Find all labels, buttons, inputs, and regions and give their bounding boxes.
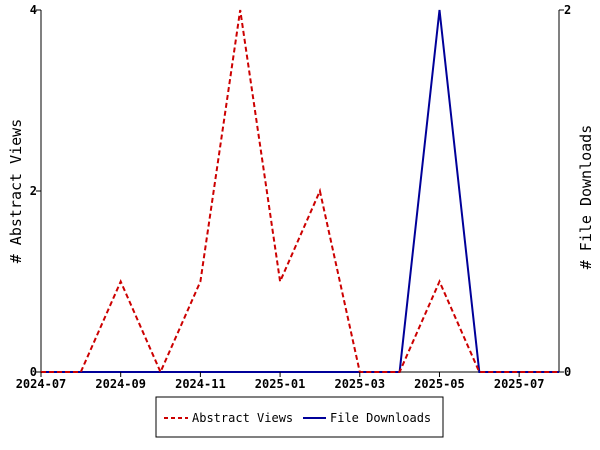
axes-group xyxy=(40,10,560,373)
x-tick-label: 2024-11 xyxy=(175,377,226,391)
y-tick-label: 2 xyxy=(30,184,37,198)
y2-axis-title: # File Downloads xyxy=(577,125,595,270)
series-line-abstract-views xyxy=(41,9,559,375)
y-tick-label: 4 xyxy=(30,3,37,17)
x-tick-label: 2025-07 xyxy=(494,377,545,391)
x-tick-label: 2025-03 xyxy=(334,377,385,391)
legend-label-abstract-views: Abstract Views xyxy=(192,411,293,425)
y-tick-label: 0 xyxy=(30,365,37,379)
x-tick-label: 2024-09 xyxy=(95,377,146,391)
legend-box xyxy=(155,396,444,438)
legend-label-file-downloads: File Downloads xyxy=(330,411,431,425)
y2-tick-label: 2 xyxy=(564,3,571,17)
x-tick-label: 2024-07 xyxy=(16,377,67,391)
legend: Abstract Views File Downloads xyxy=(155,396,444,438)
x-tick-label: 2025-01 xyxy=(255,377,306,391)
x-tick-label: 2025-05 xyxy=(414,377,465,391)
y-axis-title: # Abstract Views xyxy=(7,119,25,264)
y2-tick-label: 0 xyxy=(564,365,571,379)
series-group xyxy=(41,9,559,375)
ticks-group: 2024-07 2024-09 2024-11 2025-01 2025-03 2025-… xyxy=(16,3,572,391)
series-line-file-downloads xyxy=(41,9,559,373)
